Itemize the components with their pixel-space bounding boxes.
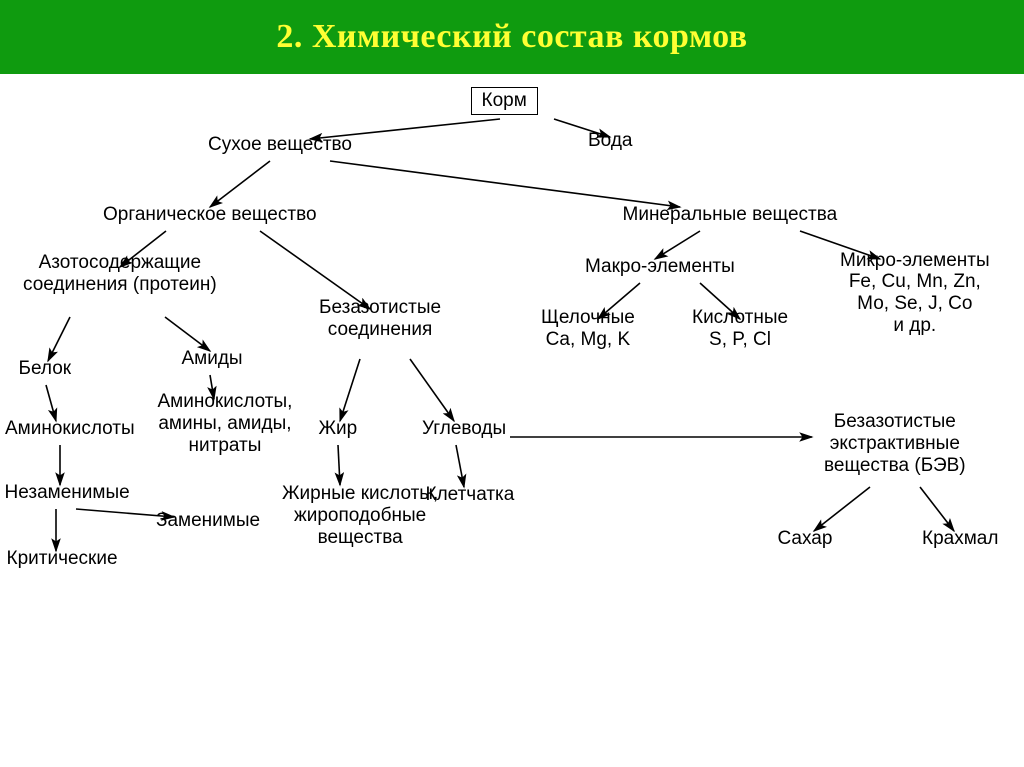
node-dry: Сухое вещество (208, 134, 352, 156)
node-replaceable: Заменимые (156, 510, 260, 532)
node-alkaline: Щелочные Ca, Mg, K (541, 307, 635, 351)
node-macro: Макро-элементы (585, 256, 735, 278)
diagram-edge (456, 445, 464, 487)
slide-header: 2. Химический состав кормов (0, 0, 1024, 79)
diagram-edge (920, 487, 954, 531)
feed-composition-diagram: Корм Сухое вещество Вода Органическое вещес… (0, 79, 1024, 759)
node-fiber: Клетчатка (426, 484, 515, 506)
node-micro: Микро-элементы Fe, Cu, Mn, Zn, Мо, Se, J… (840, 250, 990, 337)
node-nonnitro: Безазотистые соединения (319, 297, 441, 341)
diagram-edge (46, 385, 56, 421)
diagram-edge (48, 317, 70, 361)
node-fat: Жир (319, 418, 358, 440)
diagram-edge (814, 487, 870, 531)
node-essential: Незаменимые (5, 482, 130, 504)
slide-title: 2. Химический состав кормов (276, 18, 747, 55)
node-carbs: Углеводы (422, 418, 506, 440)
diagram-edge (338, 445, 340, 485)
node-aminoacids1: Аминокислоты (5, 418, 135, 440)
node-root: Корм (471, 87, 538, 115)
node-fattyacids: Жирные кислоты, жироподобные вещества (282, 483, 438, 549)
node-sugar: Сахар (778, 528, 833, 550)
diagram-edge (210, 161, 270, 207)
node-starch: Крахмал (922, 528, 998, 550)
diagram-edge (165, 317, 210, 351)
diagram-edge (410, 359, 454, 421)
node-critical: Критические (7, 548, 118, 570)
node-acidic: Кислотные S, P, Cl (692, 307, 788, 351)
node-water: Вода (588, 130, 632, 152)
diagram-edge (330, 161, 680, 207)
node-mineral: Минеральные вещества (623, 204, 838, 226)
node-nitrogen: Азотосодержащие соединения (протеин) (23, 252, 217, 296)
diagram-edge (655, 231, 700, 259)
node-bev: Безазотистые экстрактивные вещества (БЭВ… (824, 411, 966, 477)
node-amides: Амиды (182, 348, 243, 370)
node-protein: Белок (19, 358, 72, 380)
diagram-edge (340, 359, 360, 421)
node-organic: Органическое вещество (103, 204, 317, 226)
node-amides_sub: Аминокислоты, амины, амиды, нитраты (158, 391, 293, 457)
